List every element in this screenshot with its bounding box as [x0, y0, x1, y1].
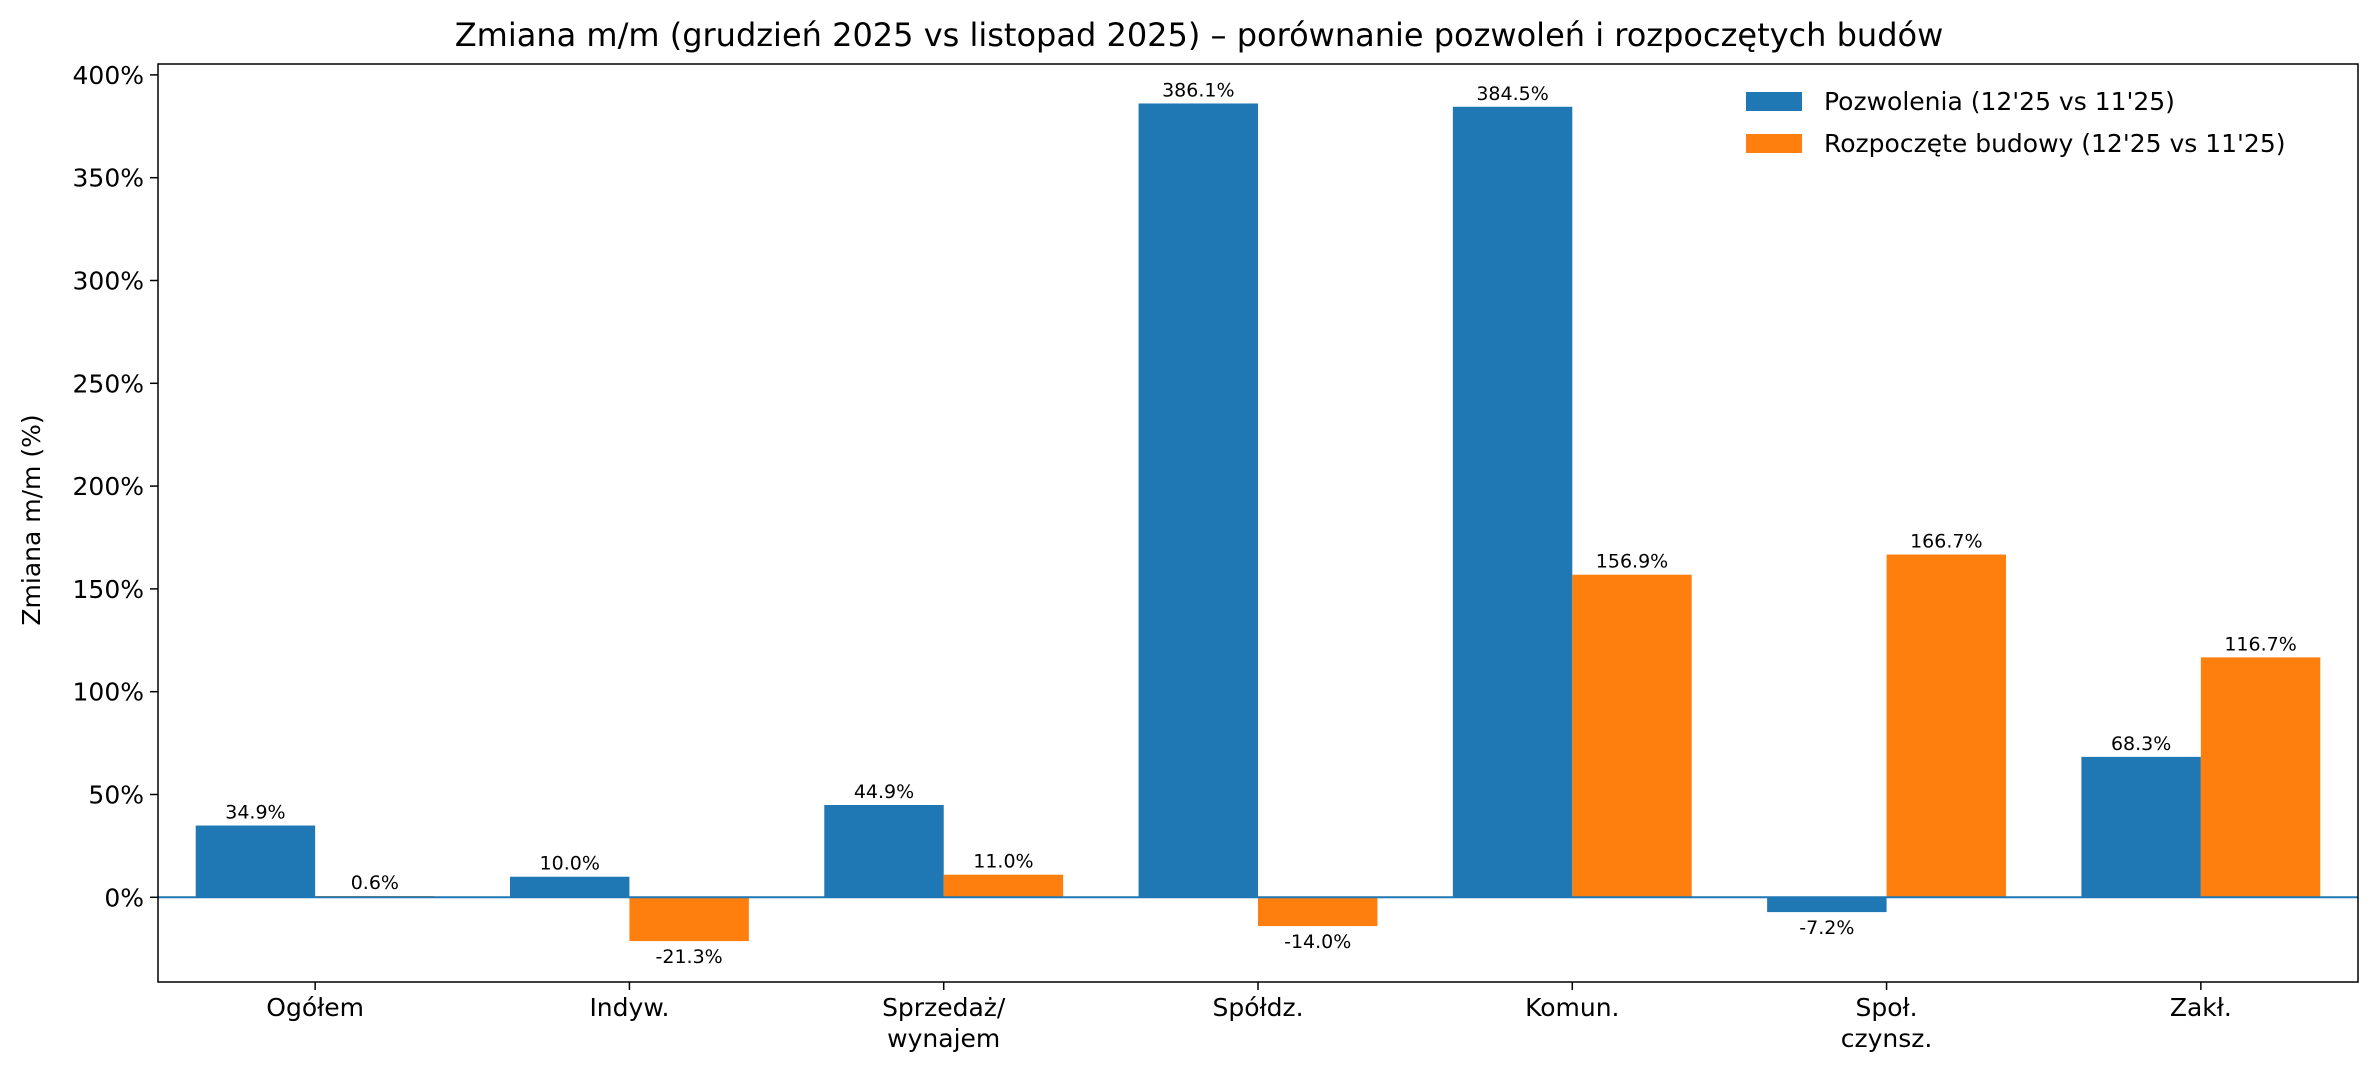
y-tick-label: 400% — [73, 61, 144, 90]
y-tick-label: 250% — [73, 369, 144, 398]
x-tick-label: wynajem — [887, 1024, 1000, 1053]
y-tick-label: 350% — [73, 164, 144, 193]
bar-pozwolenia-2 — [824, 804, 944, 898]
bar-label: 116.7% — [2224, 633, 2296, 655]
bar-rozpoczete-1 — [629, 897, 749, 942]
bar-label: 11.0% — [973, 851, 1033, 873]
bar-label: 44.9% — [854, 781, 914, 803]
bar-label: 386.1% — [1162, 79, 1234, 101]
bar-label: 0.6% — [351, 872, 399, 894]
y-tick-label: 100% — [73, 678, 144, 707]
bar-label: -21.3% — [656, 946, 723, 968]
bar-rozpoczete-6 — [2200, 657, 2321, 898]
chart-title: Zmiana m/m (grudzień 2025 vs listopad 20… — [455, 16, 1944, 54]
y-tick-label: 150% — [73, 575, 144, 604]
plot-area: 34.9% 10.0% 44.9% 386.1% 384.5% -7.2% 68.3% 0.6… — [73, 61, 2359, 1053]
bar-label: 68.3% — [2111, 733, 2171, 755]
x-tick-label: Społ. — [1856, 993, 1918, 1022]
x-tick-label: czynsz. — [1841, 1024, 1933, 1053]
x-tick-label: Ogółem — [266, 993, 364, 1022]
bar-label: -7.2% — [1799, 917, 1854, 939]
bar-rozpoczete-2 — [943, 874, 1064, 898]
bar-rozpoczete-4 — [1572, 574, 1692, 898]
y-tick-label: 300% — [73, 267, 144, 296]
bar-pozwolenia-1 — [510, 876, 630, 898]
x-tick-label: Sprzedaż/ — [882, 993, 1006, 1022]
bar-pozwolenia-3 — [1138, 103, 1258, 898]
bar-label: 34.9% — [225, 802, 285, 824]
bar-pozwolenia-5 — [1767, 897, 1887, 913]
x-tick-label: Spółdz. — [1212, 993, 1303, 1022]
legend-label: Rozpoczęte budowy (12'25 vs 11'25) — [1824, 129, 2286, 158]
bar-label: 166.7% — [1910, 531, 1982, 553]
plot-frame — [157, 63, 2359, 983]
legend: Pozwolenia (12'25 vs 11'25) Rozpoczęte bu… — [1746, 87, 2286, 158]
bar-label: 156.9% — [1596, 551, 1668, 573]
legend-label: Pozwolenia (12'25 vs 11'25) — [1824, 87, 2175, 116]
y-tick-label: 200% — [73, 472, 144, 501]
bar-label: -14.0% — [1284, 931, 1351, 953]
bar-rozpoczete-3 — [1258, 897, 1378, 927]
legend-swatch-pozwolenia — [1746, 92, 1802, 111]
y-tick-label: 50% — [88, 780, 144, 809]
x-tick-label: Zakł. — [2170, 993, 2232, 1022]
bar-pozwolenia-6 — [2081, 756, 2201, 898]
bar-pozwolenia-0 — [195, 825, 316, 898]
x-tick-label: Komun. — [1525, 993, 1619, 1022]
legend-swatch-rozpoczete — [1746, 134, 1802, 153]
bar-label: 384.5% — [1476, 83, 1548, 105]
bar-label: 10.0% — [540, 853, 600, 875]
bar-pozwolenia-4 — [1452, 106, 1573, 898]
y-tick-label: 0% — [104, 883, 144, 912]
y-axis-label: Zmiana m/m (%) — [17, 414, 46, 625]
x-tick-label: Indyw. — [589, 993, 669, 1022]
bar-rozpoczete-5 — [1886, 554, 2006, 898]
